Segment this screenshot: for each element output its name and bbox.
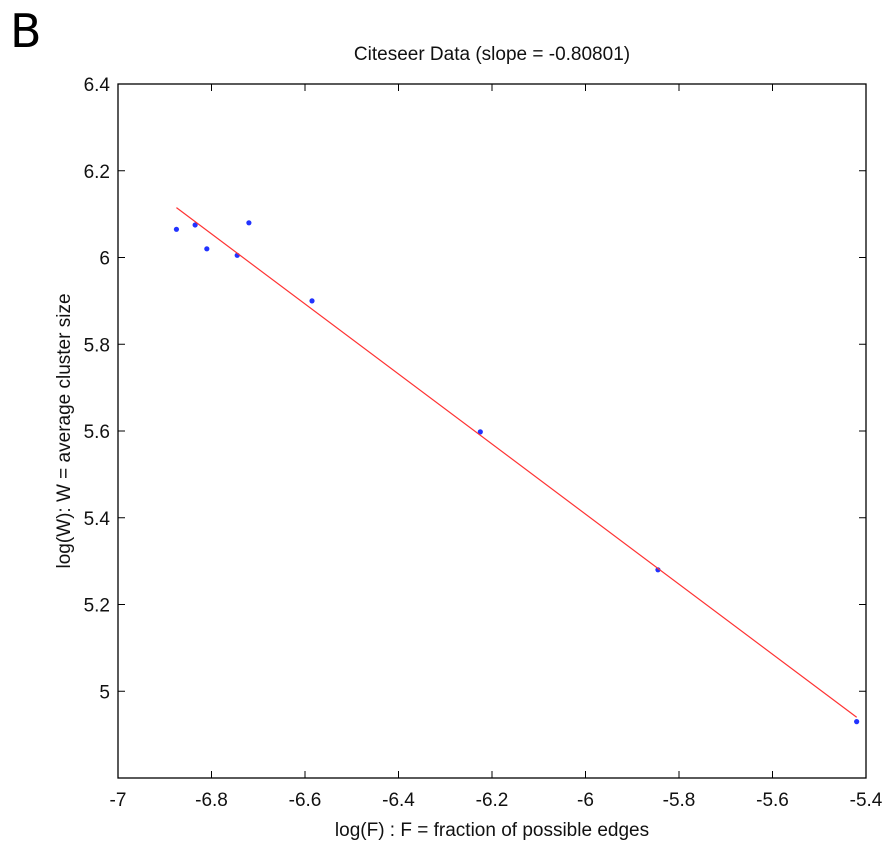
y-axis-label: log(W): W = average cluster size [54, 293, 75, 568]
data-point [309, 298, 315, 304]
x-tick-label: -6.2 [476, 790, 509, 811]
x-tick-label: -6.8 [195, 790, 228, 811]
y-tick-label: 5.8 [84, 335, 110, 356]
data-point [246, 220, 252, 226]
x-tick-label: -5.4 [850, 790, 883, 811]
data-point [204, 246, 210, 252]
x-tick-label: -6 [577, 790, 594, 811]
y-tick-label: 5.4 [84, 509, 111, 530]
data-point [477, 429, 483, 435]
data-point [854, 719, 860, 725]
data-point [192, 222, 198, 228]
panel-label: B [10, 4, 42, 58]
plot-area: -7 -6.8 -6.6 -6.4 -6.2 -6 -5.8 -5.6 -5.4 5 5.2 5.4 5… [84, 75, 883, 811]
data-point [655, 567, 661, 573]
x-tick-label: -5.6 [756, 790, 789, 811]
y-tick-label: 5.2 [84, 596, 110, 617]
fit-line [176, 207, 858, 718]
plot-frame [117, 83, 867, 779]
y-tick-label: 5 [99, 682, 110, 703]
x-axis-label: log(F) : F = fraction of possible edges [335, 820, 649, 841]
chart-title: Citeseer Data (slope = -0.80801) [354, 44, 630, 65]
y-tick-label: 6.4 [84, 75, 111, 96]
x-tick-label: -5.8 [663, 790, 696, 811]
data-point [173, 226, 180, 232]
x-tick-label: -6.6 [289, 790, 322, 811]
x-tick-label: -7 [110, 790, 127, 811]
y-tick-label: 6.2 [84, 162, 110, 183]
y-tick-label: 6 [99, 249, 110, 270]
y-tick-label: 5.6 [84, 422, 110, 443]
x-tick-label: -6.4 [382, 790, 415, 811]
